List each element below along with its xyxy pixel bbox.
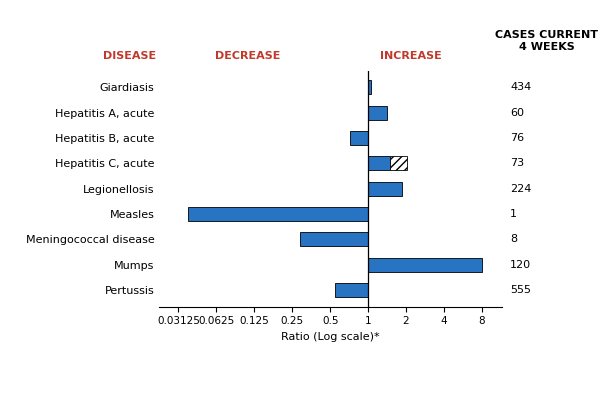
- Text: 8: 8: [510, 234, 517, 244]
- Bar: [368, 182, 402, 196]
- Bar: [368, 106, 387, 119]
- Text: 73: 73: [510, 158, 524, 168]
- Text: 60: 60: [510, 108, 524, 118]
- Text: INCREASE: INCREASE: [381, 51, 442, 61]
- Text: DECREASE: DECREASE: [215, 51, 280, 61]
- Bar: [335, 283, 368, 297]
- Bar: [390, 156, 408, 170]
- Text: 434: 434: [510, 82, 531, 92]
- Text: 555: 555: [510, 285, 531, 295]
- Bar: [188, 207, 368, 221]
- Text: 224: 224: [510, 184, 532, 194]
- X-axis label: Ratio (Log scale)*: Ratio (Log scale)*: [281, 332, 380, 342]
- Bar: [368, 80, 371, 94]
- Bar: [368, 258, 482, 272]
- Text: 120: 120: [510, 260, 531, 270]
- Bar: [300, 232, 368, 246]
- Bar: [368, 156, 390, 170]
- Text: 1: 1: [510, 209, 517, 219]
- Text: CASES CURRENT
4 WEEKS: CASES CURRENT 4 WEEKS: [495, 30, 598, 52]
- Bar: [350, 131, 368, 145]
- Text: 76: 76: [510, 133, 524, 143]
- Text: DISEASE: DISEASE: [103, 51, 155, 61]
